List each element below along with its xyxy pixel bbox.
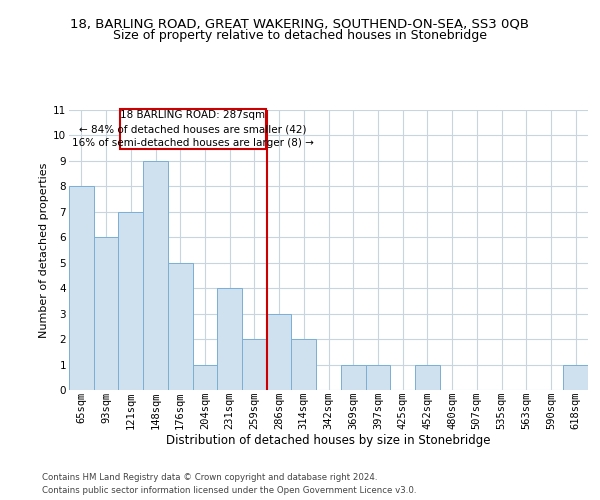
Bar (365, 364, 390, 390)
Bar (118, 212, 143, 390)
Bar (193, 364, 217, 390)
Text: 18 BARLING ROAD: 287sqm
← 84% of detached houses are smaller (42)
16% of semi-de: 18 BARLING ROAD: 287sqm ← 84% of detache… (72, 110, 314, 148)
Bar (217, 288, 242, 390)
Bar (341, 364, 365, 390)
X-axis label: Distribution of detached houses by size in Stonebridge: Distribution of detached houses by size … (166, 434, 491, 448)
Bar (563, 364, 588, 390)
Bar (143, 161, 168, 390)
Text: 18, BARLING ROAD, GREAT WAKERING, SOUTHEND-ON-SEA, SS3 0QB: 18, BARLING ROAD, GREAT WAKERING, SOUTHE… (71, 18, 530, 30)
Bar (119, 108, 266, 150)
Text: Contains HM Land Registry data © Crown copyright and database right 2024.: Contains HM Land Registry data © Crown c… (42, 474, 377, 482)
Bar (267, 314, 292, 390)
Text: Size of property relative to detached houses in Stonebridge: Size of property relative to detached ho… (113, 29, 487, 42)
Bar (242, 339, 267, 390)
Y-axis label: Number of detached properties: Number of detached properties (39, 162, 49, 338)
Bar (415, 364, 440, 390)
Bar (168, 262, 193, 390)
Bar (69, 186, 94, 390)
Bar (292, 339, 316, 390)
Bar (94, 238, 118, 390)
Text: Contains public sector information licensed under the Open Government Licence v3: Contains public sector information licen… (42, 486, 416, 495)
